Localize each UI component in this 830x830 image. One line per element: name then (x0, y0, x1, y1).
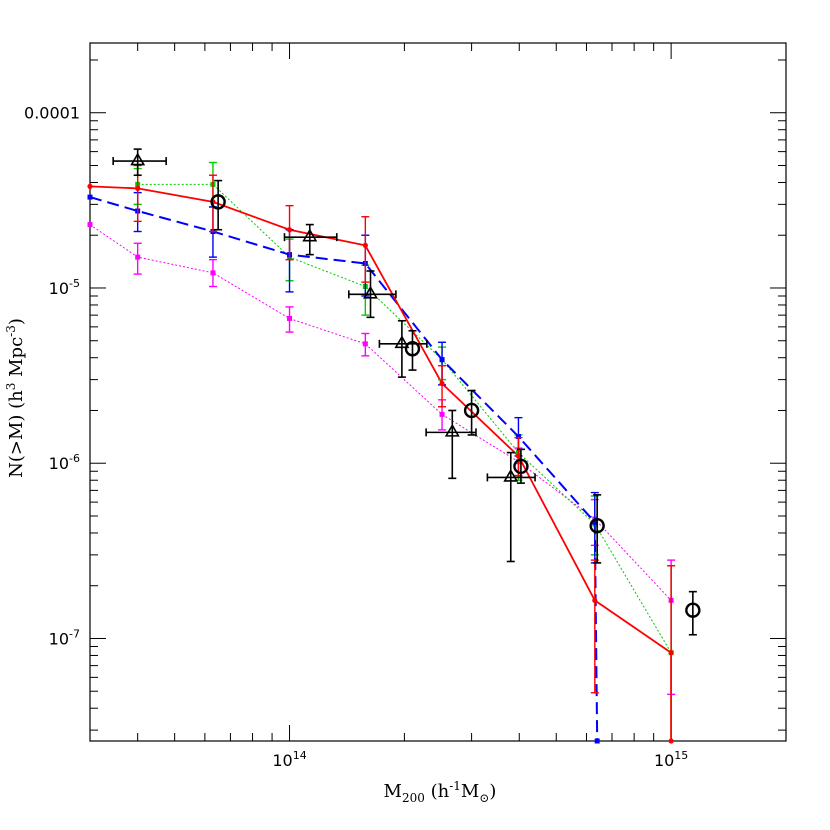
x-axis-label: M200 (h-1M⊙) (384, 779, 497, 805)
x-axis-label-sub: 200 (402, 791, 425, 805)
series-line (90, 196, 599, 741)
data-point-circle (589, 518, 605, 534)
series-line (90, 185, 672, 741)
data-point-circle (404, 341, 421, 357)
data-point-square (439, 357, 445, 363)
data-point-dot (668, 650, 674, 656)
data-point-square (592, 519, 598, 525)
data-point-square (210, 270, 216, 276)
data-point-triangle (302, 228, 318, 242)
y-axis-label-sup1: 3 (4, 383, 18, 391)
y-tick-label: 10-6 (49, 452, 80, 473)
data-point-dot (135, 185, 141, 192)
plot-frame (89, 42, 787, 742)
x-tick-label: 1015 (654, 749, 688, 770)
data-point-square (515, 434, 521, 440)
series-line (90, 224, 672, 601)
data-point-triangle (444, 423, 460, 437)
data-point-triangle (394, 335, 410, 349)
x-axis-label-unit-main: M (461, 781, 479, 802)
data-point-dot (515, 453, 522, 459)
data-point-circle (685, 602, 701, 618)
markers-group (87, 148, 701, 744)
data-point-circle (513, 458, 529, 475)
data-point-triangle (363, 285, 378, 299)
series-group (90, 183, 672, 741)
series-line (137, 183, 672, 653)
data-point-dot (439, 380, 445, 387)
data-point-square (87, 222, 93, 228)
data-point-square (362, 341, 368, 347)
data-point-triangle (130, 152, 146, 166)
data-point-square (287, 315, 293, 321)
x-axis-label-unit-open: (h (425, 781, 450, 802)
y-axis-label-sup2: -3 (4, 325, 18, 337)
y-tick-label: 10-5 (49, 277, 80, 298)
x-axis-label-unit-sup: -1 (449, 779, 461, 793)
axes: 1014 1015 0.0001 10-5 10-6 10-7 (24, 42, 787, 770)
y-axis-label-main: N(>M) (h (6, 390, 27, 478)
y-axis-label: N(>M) (h3 Mpc-3) (4, 318, 27, 478)
data-point-dot (668, 738, 674, 744)
data-point-dot (286, 227, 293, 233)
data-point-circle (463, 402, 480, 419)
data-point-square (87, 194, 93, 200)
data-point-circle (210, 194, 226, 210)
data-point-dot (87, 183, 93, 189)
x-axis-label-unit-sub: ⊙ (479, 791, 489, 805)
x-tick-label: 1014 (272, 749, 306, 770)
data-point-square (135, 254, 141, 260)
data-point-dot (592, 597, 598, 603)
x-axis-label-main: M (384, 781, 402, 802)
y-axis-label-close: ) (6, 318, 27, 325)
data-point-square (594, 738, 600, 744)
y-axis-label-mid: Mpc (6, 337, 27, 383)
y-tick-label: 0.0001 (24, 104, 80, 123)
data-point-square (439, 411, 445, 417)
y-tick-label: 10-7 (49, 627, 80, 648)
data-point-dot (362, 242, 368, 248)
x-axis-label-unit-close: ) (489, 781, 496, 802)
data-point-triangle (503, 468, 519, 482)
